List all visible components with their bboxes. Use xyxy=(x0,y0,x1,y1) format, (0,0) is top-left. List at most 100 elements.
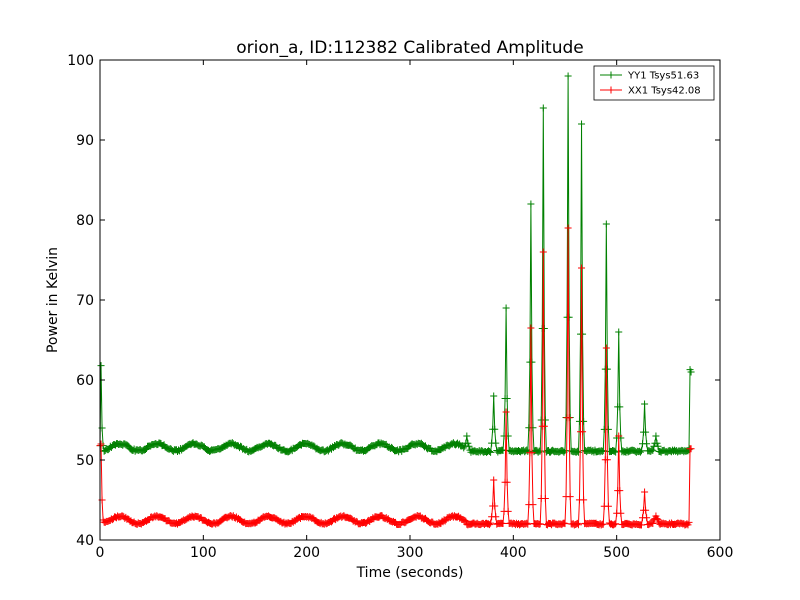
data-point xyxy=(97,440,105,448)
legend-entry: YY1 Tsys51.63 xyxy=(600,71,699,82)
data-point xyxy=(604,502,612,510)
data-point xyxy=(528,449,536,457)
data-point xyxy=(503,478,511,486)
data-point xyxy=(524,520,532,528)
series-line xyxy=(99,227,692,527)
data-point xyxy=(504,507,512,515)
data-point xyxy=(464,439,472,447)
data-point xyxy=(603,456,611,464)
legend-box xyxy=(593,65,715,101)
data-point xyxy=(579,428,587,436)
data-point xyxy=(643,514,651,522)
y-tick-label: 90 xyxy=(76,133,94,149)
x-tick-label: 400 xyxy=(500,545,527,561)
data-point xyxy=(527,324,535,332)
data-point xyxy=(539,104,547,112)
legend-label: YY1 Tsys51.63 xyxy=(627,71,699,82)
data-point xyxy=(642,506,650,514)
data-point xyxy=(492,513,500,521)
data-point xyxy=(487,448,495,456)
legend-entry: XX1 Tsys42.08 xyxy=(600,86,701,97)
data-point xyxy=(602,220,610,228)
data-point xyxy=(540,422,548,430)
data-point xyxy=(615,432,623,440)
data-point xyxy=(565,313,573,321)
data-point xyxy=(612,520,620,528)
data-point xyxy=(617,509,625,517)
data-point xyxy=(490,392,498,400)
legend-marker xyxy=(607,71,615,79)
y-tick-label: 80 xyxy=(76,213,94,229)
data-point xyxy=(536,447,544,455)
data-point xyxy=(564,224,572,232)
data-point xyxy=(637,521,645,529)
data-point xyxy=(502,304,510,312)
data-point xyxy=(599,520,607,528)
data-point xyxy=(649,519,657,527)
chart-title: orion_a, ID:112382 Calibrated Amplitude xyxy=(236,38,584,58)
data-point xyxy=(460,444,468,452)
series-markers xyxy=(96,72,695,456)
y-tick-label: 100 xyxy=(67,53,94,69)
data-point xyxy=(498,446,506,454)
data-point xyxy=(486,521,494,529)
y-tick-label: 50 xyxy=(76,453,94,469)
data-point xyxy=(463,432,471,440)
data-point xyxy=(641,400,649,408)
y-tick-label: 60 xyxy=(76,373,94,389)
x-tick-label: 600 xyxy=(707,545,734,561)
series-line xyxy=(99,75,692,454)
data-point xyxy=(687,445,695,453)
data-point xyxy=(490,476,498,484)
x-tick-label: 500 xyxy=(603,545,630,561)
data-point xyxy=(598,447,606,455)
data-point xyxy=(529,424,537,432)
data-point xyxy=(573,519,581,527)
data-point xyxy=(580,496,588,504)
data-point xyxy=(654,442,662,450)
series-1 xyxy=(96,72,695,456)
data-point xyxy=(611,447,619,455)
data-point xyxy=(616,487,624,495)
x-tick-label: 200 xyxy=(293,545,320,561)
data-point xyxy=(578,264,586,272)
y-tick-label: 40 xyxy=(76,533,94,549)
data-point xyxy=(528,358,536,366)
data-point xyxy=(529,501,537,509)
data-point xyxy=(536,520,544,528)
data-point xyxy=(566,493,574,501)
data-point xyxy=(652,432,660,440)
data-point xyxy=(616,403,624,411)
data-point xyxy=(561,447,569,455)
data-point xyxy=(603,365,611,373)
plot-area xyxy=(96,59,721,541)
data-point xyxy=(653,515,661,523)
data-point xyxy=(486,448,494,456)
data-point xyxy=(578,120,586,128)
x-tick-label: 100 xyxy=(190,545,217,561)
data-point xyxy=(637,447,645,455)
data-point xyxy=(636,448,644,456)
y-axis-label: Power in Kelvin xyxy=(45,247,61,353)
legend-marker xyxy=(607,86,615,94)
data-point xyxy=(492,439,500,447)
data-point xyxy=(491,425,499,433)
ticks-layer: 0 100 200 300 400 500 600 40 50 60 70 80 90 100 xyxy=(67,53,733,561)
data-point xyxy=(461,517,469,525)
data-point xyxy=(97,362,105,370)
legend-label: XX1 Tsys42.08 xyxy=(628,86,701,97)
data-point xyxy=(503,394,511,402)
data-point xyxy=(685,518,693,526)
data-point xyxy=(580,417,588,425)
x-tick-label: 300 xyxy=(397,545,424,561)
data-point xyxy=(641,488,649,496)
data-point xyxy=(653,439,661,447)
data-point xyxy=(541,495,549,503)
plot-frame xyxy=(99,59,721,541)
data-point xyxy=(539,248,547,256)
data-point xyxy=(574,448,582,456)
series-2 xyxy=(96,224,695,529)
data-point xyxy=(527,200,535,208)
legend: YY1 Tsys51.63 XX1 Tsys42.08 xyxy=(593,65,715,101)
